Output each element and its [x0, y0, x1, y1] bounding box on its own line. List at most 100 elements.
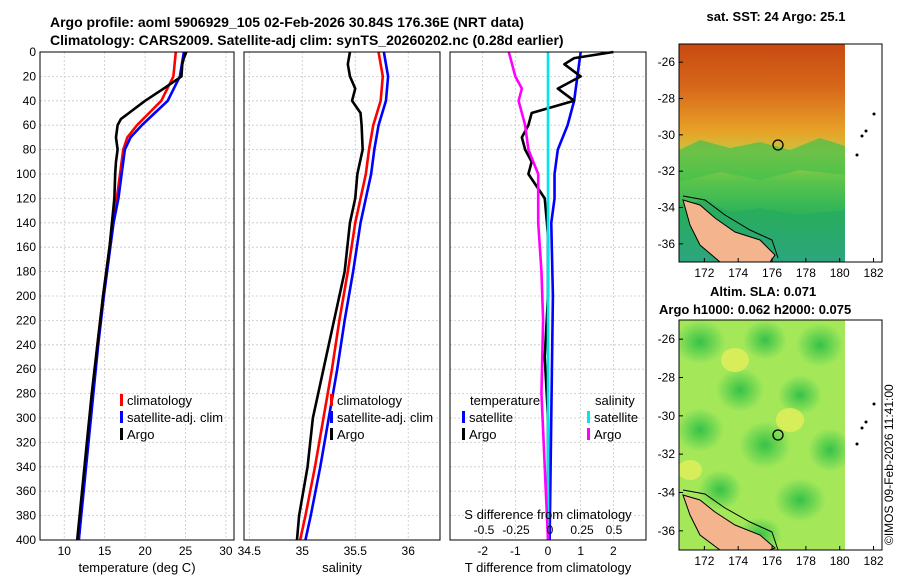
y-tick-label: 200 [16, 289, 36, 303]
legend-label: Argo [594, 427, 621, 442]
map-x-tick-label: 178 [796, 266, 816, 280]
legend-label: satellite [469, 410, 513, 425]
series-line-argo [75, 51, 188, 541]
sst-band [679, 138, 845, 182]
islands-sst [855, 112, 876, 157]
map-x-tick-label: 174 [728, 266, 748, 280]
series-line-climatology [298, 51, 385, 541]
series-line-temperature-satellite [548, 51, 582, 541]
y-tick-label: 300 [16, 411, 36, 425]
x-axis-label: salinity [322, 560, 362, 575]
x-tick-label: 20 [138, 544, 152, 558]
legend-swatch [120, 394, 123, 406]
y-tick-label: 260 [16, 362, 36, 376]
y-tick-label: 280 [16, 387, 36, 401]
x-axis-label: T difference from climatology [465, 560, 632, 575]
map-x-tick-label: 174 [728, 554, 748, 568]
map-y-tick-label: -32 [658, 164, 676, 178]
copyright-stamp: ©IMOS 09-Feb-2026 11:41:00 [882, 384, 896, 545]
legend-label: satellite [594, 410, 638, 425]
map-y-tick-label: -26 [658, 332, 676, 346]
map-x-tick-label: 178 [796, 554, 816, 568]
y-tick-label: 60 [23, 118, 37, 132]
legend-label: Argo [337, 427, 364, 442]
map-x-tick-label: 180 [830, 266, 850, 280]
y-tick-label: 100 [16, 167, 36, 181]
islands-sla [855, 402, 876, 446]
legend-label: climatology [337, 393, 403, 408]
series-line-argo [295, 51, 364, 541]
salinity-panel: 34.5 35 35.5 36 salinity climatology satellite… [238, 51, 441, 575]
legend-title-temperature: temperature [470, 393, 540, 408]
sla-map-title-line1: Altim. SLA: 0.071 [710, 284, 816, 299]
map-y-tick-label: -30 [658, 409, 676, 423]
sst-map-title: sat. SST: 24 Argo: 25.1 [707, 9, 846, 24]
x-tick-label: 2 [610, 544, 617, 558]
y-tick-label: 160 [16, 240, 36, 254]
legend-swatch [462, 411, 465, 423]
y-tick-label: 400 [16, 533, 36, 547]
legend-label: climatology [127, 393, 193, 408]
secondary-tick-label: 0.25 [570, 523, 594, 537]
y-tick-label: 20 [23, 69, 37, 83]
secondary-tick-label: 0.5 [606, 523, 623, 537]
map-x-tick-label: 182 [864, 266, 884, 280]
map-x-tick-label: 172 [694, 554, 714, 568]
legend-swatch [587, 411, 590, 423]
x-tick-label: 1 [577, 544, 584, 558]
legend-label: Argo [127, 427, 154, 442]
bathy-contour-sst [682, 195, 779, 259]
y-tick-label: 320 [16, 435, 36, 449]
map-x-tick-label: 172 [694, 266, 714, 280]
y-tick-label: 80 [23, 143, 37, 157]
x-tick-label: 10 [58, 544, 72, 558]
y-tick-label: 240 [16, 338, 36, 352]
temperature-panel: 0 20 40 60 80 100 120 140 160 180 200 220 240 260 280 3… [16, 45, 235, 575]
legend-swatch [120, 411, 123, 423]
difference-panel: -2 -1 0 1 2 T difference from climatology temp… [449, 50, 647, 575]
map-y-tick-label: -30 [658, 128, 676, 142]
map-y-tick-label: -34 [658, 201, 676, 215]
x-tick-label: 15 [98, 544, 112, 558]
sla-anomalies [679, 320, 845, 550]
argo-location-sla [772, 429, 784, 441]
x-tick-label: 0 [545, 544, 552, 558]
x-axis-label: temperature (deg C) [78, 560, 195, 575]
argo-location-sst [772, 139, 784, 151]
secondary-axis-label: S difference from climatology [464, 507, 632, 522]
legend-label: Argo [469, 427, 496, 442]
map-y-tick-label: -36 [658, 237, 676, 251]
map-y-tick-label: -28 [658, 92, 676, 106]
series-line-temperature-argo [520, 50, 614, 540]
sst-map: sat. SST: 24 Argo: 25.1 172 174 176 178 180 1… [658, 9, 884, 280]
secondary-tick-label: 0 [547, 523, 554, 537]
y-tick-label: 120 [16, 191, 36, 205]
sla-map-title-line2: Argo h1000: 0.062 h2000: 0.075 [659, 302, 851, 317]
figure-title-line2: Climatology: CARS2009. Satellite-adj cli… [50, 32, 564, 48]
map-x-tick-label: 180 [830, 554, 850, 568]
series-line-salinity-argo [507, 51, 550, 541]
map-x-tick-label: 176 [762, 554, 782, 568]
series-line-satellite-adj-clim [77, 51, 186, 541]
y-tick-label: 140 [16, 216, 36, 230]
x-tick-label: 30 [219, 544, 233, 558]
bathy-contour-sla [682, 489, 779, 550]
legend-label: satellite-adj. clim [127, 410, 223, 425]
map-x-tick-label: 182 [864, 554, 884, 568]
x-tick-label: 36 [402, 544, 416, 558]
legend-swatch [587, 428, 590, 440]
y-tick-label: 180 [16, 265, 36, 279]
legend-swatch [330, 428, 333, 440]
x-tick-label: -1 [510, 544, 521, 558]
legend-swatch [462, 428, 465, 440]
map-y-tick-label: -32 [658, 447, 676, 461]
map-y-tick-label: -26 [658, 55, 676, 69]
y-tick-label: 0 [29, 45, 36, 59]
land-nz-sst [682, 199, 776, 262]
y-tick-label: 40 [23, 94, 37, 108]
land-nz-sla [682, 494, 776, 550]
legend-swatch [330, 394, 333, 406]
x-tick-label: -2 [477, 544, 488, 558]
x-tick-label: 35.5 [344, 544, 368, 558]
